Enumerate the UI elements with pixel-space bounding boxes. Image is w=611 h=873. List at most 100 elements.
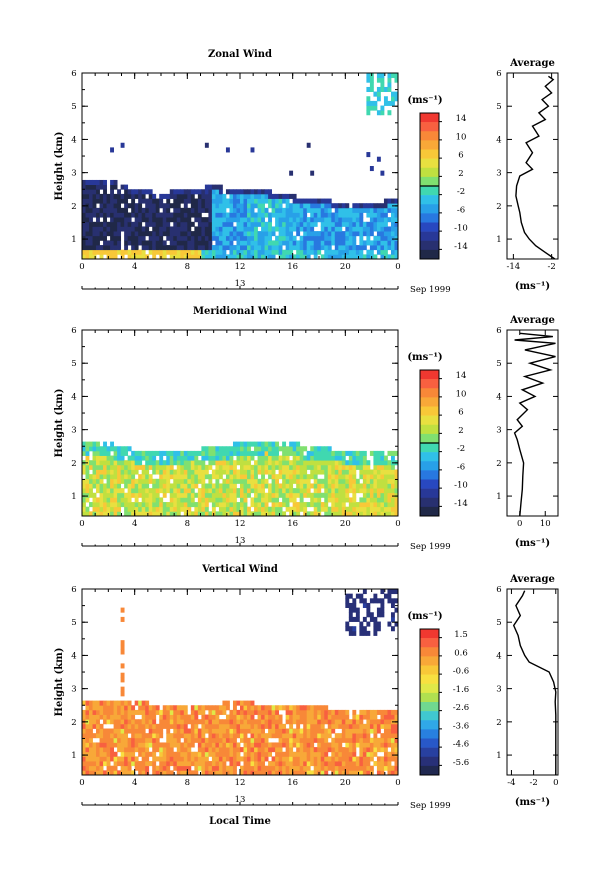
- heatmap-cell: [254, 245, 258, 251]
- heatmap-cell: [218, 184, 223, 190]
- heatmap-cell: [275, 226, 280, 232]
- heatmap-cell: [282, 240, 287, 246]
- heatmap-cell: [236, 254, 241, 260]
- heatmap-cell: [201, 474, 206, 480]
- heatmap-cell: [89, 765, 93, 771]
- heatmap-cell: [289, 450, 294, 456]
- heatmap-cell: [320, 235, 325, 241]
- heatmap-cell: [243, 714, 248, 720]
- heatmap-cell: [232, 733, 237, 739]
- heatmap-cell: [285, 193, 290, 199]
- colorbar-label: 1.5: [454, 630, 468, 640]
- heatmap-cell: [124, 212, 129, 218]
- heatmap-cell: [232, 198, 237, 204]
- heatmap-cell: [292, 474, 297, 480]
- heatmap-cell: [127, 751, 132, 757]
- heatmap-cell: [369, 502, 374, 508]
- y-tick-label: 4: [71, 651, 76, 661]
- heatmap-cell: [383, 212, 388, 218]
- heatmap-cell: [278, 728, 283, 734]
- heatmap-cell: [240, 193, 244, 199]
- heatmap-cell: [285, 460, 290, 466]
- heatmap-cell: [204, 235, 209, 241]
- heatmap-cell: [359, 245, 364, 251]
- colorbar-swatch: [420, 195, 439, 205]
- heatmap-cell: [317, 723, 322, 729]
- heatmap-cell: [208, 747, 213, 753]
- heatmap-cell: [383, 254, 388, 260]
- heatmap-cell: [197, 506, 202, 512]
- heatmap-cell: [117, 464, 122, 470]
- heatmap-cell: [141, 198, 146, 204]
- heatmap-cell: [180, 478, 185, 484]
- heatmap-cell: [268, 714, 272, 720]
- x-tick-label: 0: [395, 778, 400, 788]
- heatmap-cell: [275, 770, 280, 776]
- heatmap-cell: [331, 483, 336, 489]
- heatmap-cell: [380, 742, 385, 748]
- heatmap-cell: [366, 737, 371, 743]
- heatmap-cell: [306, 770, 311, 776]
- heatmap-cell: [148, 240, 153, 246]
- heatmap-cell: [313, 446, 318, 452]
- heatmap-cell: [320, 203, 325, 209]
- heatmap-cell: [138, 742, 143, 748]
- heatmap-cell: [282, 221, 287, 227]
- heatmap-cell: [211, 502, 216, 508]
- heatmap-cell: [99, 511, 104, 517]
- heatmap-cell: [348, 607, 353, 613]
- heatmap-cell: [82, 221, 86, 227]
- heatmap-cell: [117, 728, 122, 734]
- heatmap-cell: [190, 212, 195, 218]
- heatmap-cell: [352, 616, 357, 622]
- heatmap-cell: [257, 254, 262, 260]
- heatmap-cell: [376, 207, 381, 213]
- heatmap-cell: [225, 747, 230, 753]
- heatmap-cell: [169, 705, 174, 711]
- heatmap-cell: [92, 212, 97, 218]
- heatmap-cell: [194, 254, 199, 260]
- heatmap-cell: [82, 728, 86, 734]
- heatmap-cell: [110, 478, 114, 484]
- heatmap-cell: [145, 474, 150, 480]
- heatmap-cell: [264, 751, 269, 757]
- heatmap-cell: [303, 765, 308, 771]
- heatmap-cell: [124, 469, 129, 475]
- heatmap-cell: [310, 226, 315, 232]
- heatmap-cell: [225, 478, 230, 484]
- heatmap-cell: [268, 733, 272, 739]
- heatmap-cell: [261, 231, 265, 237]
- heatmap-cell: [338, 747, 343, 753]
- heatmap-cell: [369, 82, 374, 88]
- heatmap-cell: [348, 502, 353, 508]
- heatmap-cell: [376, 217, 381, 223]
- heatmap-cell: [320, 207, 325, 213]
- heatmap-cell: [292, 756, 297, 762]
- heatmap-cell: [327, 765, 332, 771]
- heatmap-cell: [310, 221, 315, 227]
- heatmap-cell: [334, 488, 339, 494]
- heatmap-cell: [264, 765, 269, 771]
- heatmap-cell: [243, 450, 248, 456]
- heatmap-cell: [383, 593, 388, 599]
- heatmap-cell: [271, 441, 276, 447]
- heatmap-cell: [232, 492, 237, 498]
- heatmap-cell: [201, 488, 206, 494]
- heatmap-cell: [85, 235, 90, 241]
- heatmap-cell: [162, 249, 167, 255]
- heatmap-cell: [152, 249, 157, 255]
- heatmap-cell: [204, 450, 209, 456]
- heatmap-cell: [327, 254, 332, 260]
- heatmap-cell: [383, 217, 388, 223]
- heatmap-cell: [383, 747, 388, 753]
- heatmap-cell: [197, 245, 202, 251]
- heatmap-cell: [190, 742, 195, 748]
- heatmap-cell: [173, 198, 178, 204]
- heatmap-cell: [327, 240, 332, 246]
- heatmap-cell: [117, 747, 122, 753]
- heatmap-cell: [359, 450, 364, 456]
- heatmap-cell: [138, 511, 143, 517]
- heatmap-cell: [264, 212, 269, 218]
- heatmap-cell: [324, 765, 329, 771]
- colorbar-swatch: [420, 249, 439, 260]
